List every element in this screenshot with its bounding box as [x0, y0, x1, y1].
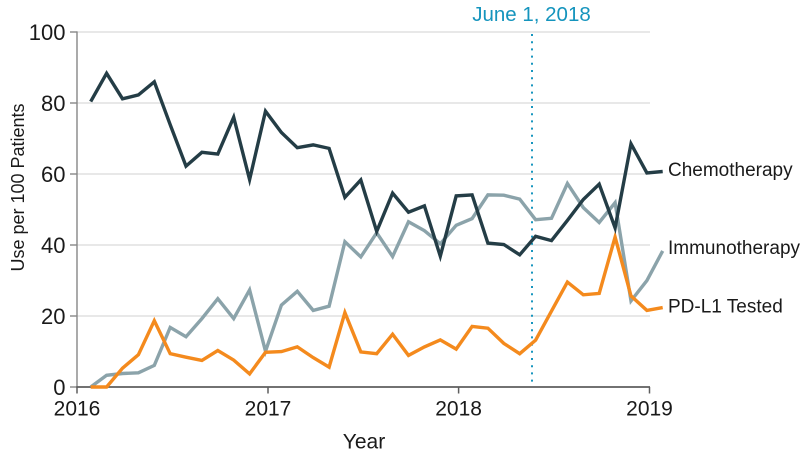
svg-text:2018: 2018 [435, 397, 482, 420]
svg-text:60: 60 [41, 162, 65, 187]
svg-text:Chemotherapy: Chemotherapy [668, 160, 793, 181]
svg-text:Use per 100 Patients: Use per 100 Patients [8, 103, 28, 271]
svg-text:40: 40 [41, 233, 65, 258]
svg-text:2017: 2017 [245, 397, 292, 420]
svg-text:20: 20 [41, 304, 65, 329]
svg-text:100: 100 [29, 20, 66, 45]
svg-text:June 1, 2018: June 1, 2018 [472, 3, 591, 26]
svg-text:Immunotherapy: Immunotherapy [668, 238, 801, 259]
svg-text:2016: 2016 [54, 397, 101, 420]
svg-text:Year: Year [343, 431, 385, 454]
svg-text:0: 0 [53, 375, 65, 400]
svg-text:2019: 2019 [626, 397, 673, 420]
svg-text:80: 80 [41, 91, 65, 116]
svg-text:PD-L1 Tested: PD-L1 Tested [668, 297, 783, 318]
